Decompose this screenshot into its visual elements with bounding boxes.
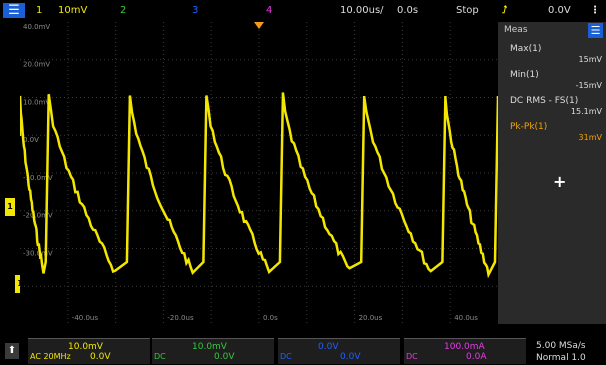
x-axis-label: -40.0us — [72, 314, 99, 322]
channel-scale: 0.0V — [318, 342, 339, 352]
channel-offset: 0.0V — [340, 352, 361, 362]
more-options-icon[interactable]: ⋮ — [590, 5, 600, 16]
acquisition-mode: Normal 1.0 — [536, 353, 586, 363]
trigger-level[interactable]: 0.0V — [548, 5, 571, 16]
delay-readout[interactable]: 0.0s — [397, 5, 419, 16]
top-status-bar: ☰ 1 10mV 2 3 4 10.00us/ 0.0s Stop ⭜ 0.0V… — [0, 0, 606, 22]
measurement-label[interactable]: DC RMS - FS(1) — [510, 96, 579, 106]
ch4-number[interactable]: 4 — [266, 5, 273, 16]
ch2-number[interactable]: 2 — [120, 5, 127, 16]
measurement-value: -15mV — [575, 81, 602, 90]
up-arrow-icon[interactable]: ⬆ — [5, 343, 19, 359]
measurement-value: 31mV — [578, 133, 602, 142]
ch1-secondary-marker[interactable]: 1 — [15, 275, 24, 293]
channel-scale: 10.0mV — [192, 342, 227, 352]
channel-offset: 0.0V — [90, 352, 111, 362]
panel-menu-button[interactable]: ☰ — [588, 23, 603, 38]
x-axis-label: 0.0s — [263, 314, 278, 322]
y-axis-label: 0.0V — [23, 136, 39, 144]
channel-coupling: AC 20MHz — [30, 352, 71, 361]
channel-coupling: DC — [154, 352, 166, 361]
y-axis-label: 10.0mV — [23, 98, 50, 106]
y-axis-label: 20.0mV — [23, 61, 50, 69]
main-menu-button[interactable]: ☰ — [3, 3, 25, 18]
waveform-display[interactable]: 40.0mV 20.0mV 10.0mV 0.0V -10.0mV -20.0mV -30.… — [18, 22, 500, 324]
measurement-label[interactable]: Max(1) — [510, 44, 542, 54]
waveform-grid: 40.0mV 20.0mV 10.0mV 0.0V -10.0mV -20.0mV -30.… — [18, 22, 500, 324]
measurement-value: 15.1mV — [570, 107, 602, 116]
run-state[interactable]: Stop — [456, 5, 479, 16]
channel-coupling: DC — [280, 352, 292, 361]
channel-coupling: DC — [406, 352, 418, 361]
ch1-scale[interactable]: 10mV — [58, 5, 88, 16]
sample-rate: 5.00 MSa/s — [536, 341, 586, 351]
channel-offset: 0.0V — [214, 352, 235, 362]
channel-scale: 10.0mV — [68, 342, 103, 352]
menu-icon: ☰ — [8, 3, 20, 18]
channel-offset: 0.0A — [466, 352, 487, 362]
channel-3-box[interactable]: 0.0V 0.0V DC — [278, 338, 400, 364]
y-axis-label: 40.0mV — [23, 23, 50, 31]
timebase-readout[interactable]: 10.00us/ — [340, 5, 384, 16]
ch1-number[interactable]: 1 — [36, 5, 43, 16]
x-axis-label: 40.0us — [454, 314, 478, 322]
x-axis-label: 20.0us — [359, 314, 383, 322]
channel-4-box[interactable]: 100.0mA 0.0A DC — [404, 338, 526, 364]
ch1-ground-marker[interactable]: 1 — [5, 198, 15, 216]
trigger-edge-icon[interactable]: ⭜ — [502, 5, 508, 16]
trigger-position-marker[interactable] — [254, 22, 264, 29]
menu-icon: ☰ — [590, 24, 601, 37]
channel-1-box[interactable]: 10.0mV 0.0V AC 20MHz — [28, 338, 150, 364]
bottom-channel-bar: ⬆ 10.0mV 0.0V AC 20MHz 10.0mV 0.0V DC 0.0V 0.0V… — [0, 324, 606, 365]
panel-title: Meas — [504, 25, 528, 35]
measurement-value: 15mV — [578, 55, 602, 64]
ch3-number[interactable]: 3 — [192, 5, 199, 16]
y-axis-label: -20.0mV — [23, 212, 53, 220]
plus-icon[interactable]: + — [553, 172, 567, 191]
y-axis-label: -10.0mV — [23, 174, 53, 182]
channel-2-box[interactable]: 10.0mV 0.0V DC — [152, 338, 274, 364]
left-gutter: 1 1 — [0, 22, 24, 324]
ch1-waveform-trace — [18, 92, 500, 279]
measurement-panel-header: Meas ☰ — [498, 22, 606, 40]
y-axis-label: -30.0mV — [23, 249, 53, 257]
x-axis-label: -20.0us — [167, 314, 194, 322]
measurement-panel: Meas ☰ Max(1) 15mV Min(1) -15mV DC RMS - FS(… — [498, 22, 606, 324]
measurement-label[interactable]: Min(1) — [510, 70, 539, 80]
measurement-label[interactable]: Pk-Pk(1) — [510, 122, 548, 132]
channel-scale: 100.0mA — [444, 342, 485, 352]
